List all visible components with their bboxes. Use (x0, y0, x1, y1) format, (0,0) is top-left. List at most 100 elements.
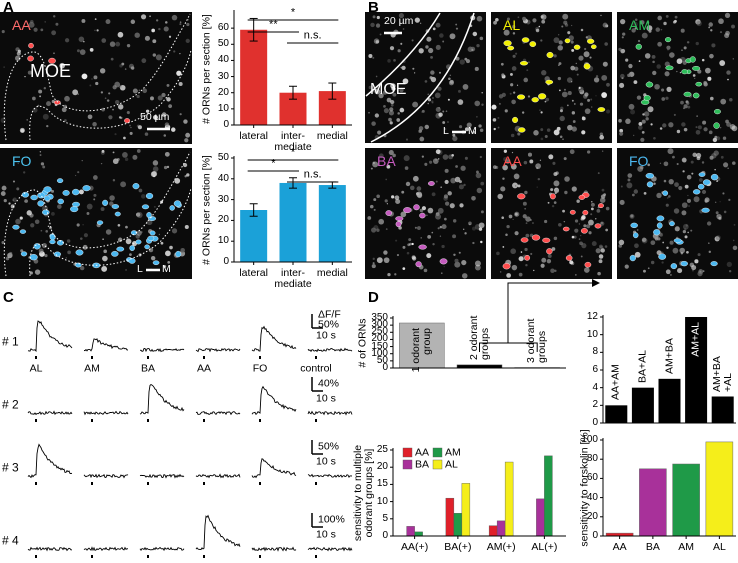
responding-cell (594, 223, 602, 229)
cell (680, 100, 684, 105)
cell (392, 153, 396, 158)
cell (435, 149, 441, 155)
responding-cell (538, 93, 547, 100)
responding-cell (29, 254, 38, 261)
cell (77, 93, 79, 95)
cell (402, 78, 409, 85)
cell (558, 222, 562, 227)
cell (627, 73, 631, 78)
cell (553, 180, 560, 187)
cell (652, 60, 655, 64)
cell (696, 115, 698, 117)
cell (176, 70, 182, 76)
cell (537, 177, 541, 181)
cell (706, 221, 712, 226)
cell (421, 206, 426, 211)
cell (540, 39, 543, 42)
cell (627, 178, 631, 182)
responding-cell (569, 209, 576, 215)
cell (718, 18, 724, 25)
cell (167, 260, 171, 264)
cell (673, 19, 677, 23)
cell (661, 261, 664, 264)
cell (520, 251, 523, 253)
bar (279, 182, 307, 262)
cell (179, 52, 181, 55)
cell (476, 43, 480, 48)
cell (180, 247, 185, 253)
cell (471, 48, 474, 52)
cell (571, 111, 576, 115)
cell (505, 233, 508, 236)
cell (631, 28, 636, 33)
cell (480, 181, 485, 186)
cell (112, 179, 116, 182)
responding-cell (692, 92, 700, 99)
cell (442, 121, 446, 124)
cell (604, 42, 608, 46)
cell (716, 214, 719, 217)
cell (641, 32, 648, 39)
cell (598, 259, 603, 264)
cell (512, 182, 518, 189)
cell (407, 243, 411, 247)
cell (474, 260, 481, 267)
responding-cell (503, 40, 512, 47)
cell (703, 82, 708, 87)
cell (158, 227, 161, 230)
cell (93, 75, 98, 80)
trace (139, 546, 185, 552)
cell (130, 66, 135, 70)
cell (89, 84, 92, 87)
cell (686, 250, 689, 254)
responding-cell (28, 42, 34, 49)
cell (536, 186, 538, 188)
cell (400, 66, 403, 69)
cell (108, 92, 111, 95)
cell (474, 264, 481, 271)
cell (458, 180, 462, 184)
cell (517, 132, 521, 136)
responding-cell (385, 210, 393, 216)
cell (696, 20, 702, 27)
cell (476, 170, 479, 174)
cell (693, 196, 700, 203)
cell (55, 22, 59, 26)
cell (659, 162, 662, 165)
cell (152, 160, 159, 166)
cell (527, 95, 531, 98)
cell (114, 99, 120, 105)
cell (153, 205, 156, 208)
cell (427, 98, 432, 102)
cell (389, 107, 394, 112)
cell (72, 89, 79, 96)
cell (530, 252, 533, 255)
cell (665, 96, 669, 100)
responding-cell (524, 255, 531, 261)
cell (538, 25, 541, 28)
cell (51, 211, 55, 216)
responding-cell (658, 253, 667, 260)
cell (454, 261, 461, 268)
cell (102, 255, 108, 262)
cell (455, 165, 458, 168)
cell (540, 15, 544, 19)
trace (195, 411, 241, 416)
cell (66, 239, 71, 243)
cell (115, 41, 121, 47)
cell (514, 231, 519, 236)
cell (569, 149, 575, 155)
cell (171, 14, 178, 21)
cell (553, 236, 558, 241)
cell (630, 214, 634, 218)
stimulus-marker (203, 356, 205, 359)
cell (571, 186, 577, 192)
cell (435, 22, 441, 28)
cell (587, 150, 591, 154)
cell (725, 119, 729, 124)
micrograph (365, 148, 486, 279)
stimulus-marker (35, 356, 37, 359)
cell (165, 21, 168, 24)
cell (668, 179, 674, 185)
bar (318, 185, 346, 262)
